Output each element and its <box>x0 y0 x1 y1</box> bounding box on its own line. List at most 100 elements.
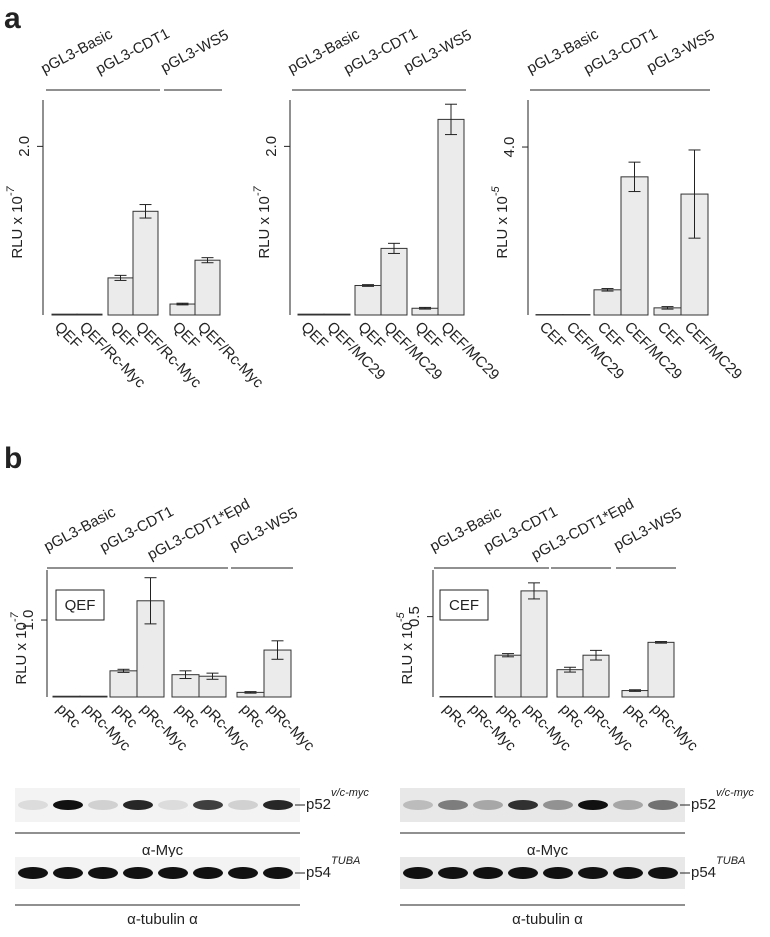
bar <box>76 313 103 316</box>
y-tick-label: 1.0 <box>20 610 37 631</box>
bar <box>582 654 610 698</box>
band-label: p54TUBA <box>691 855 745 881</box>
bar <box>323 313 351 316</box>
x-tick-label: CEF <box>536 319 569 352</box>
y-axis-label-base: RLU x 10 <box>13 622 30 685</box>
x-tick-label: pRc <box>556 701 587 732</box>
blot-band <box>578 867 608 879</box>
x-tick-label: QEF/Rc-Myc <box>194 319 267 392</box>
blot-band <box>403 800 433 810</box>
blot-band <box>123 800 153 810</box>
antibody-label: α-tubulin α <box>512 911 583 928</box>
band-superscript: v/c-myc <box>331 787 369 799</box>
x-tick-label: pRc <box>237 701 268 732</box>
panel-label: a <box>4 2 21 35</box>
band-superscript: TUBA <box>716 855 745 867</box>
bar <box>380 247 408 316</box>
y-tick-label: 0.5 <box>406 606 423 627</box>
inset-label: QEF <box>65 597 96 614</box>
blot-band <box>473 800 503 810</box>
band-name: p52 <box>691 796 716 813</box>
blot-band <box>473 867 503 879</box>
band-superscript: v/c-myc <box>716 787 754 799</box>
bar <box>556 669 584 698</box>
x-tick-label: pRc-Myc <box>647 701 701 755</box>
bar <box>79 695 108 698</box>
bar <box>169 303 196 316</box>
bar <box>620 176 649 316</box>
bar <box>132 210 159 316</box>
blot-band <box>53 800 83 810</box>
bar <box>297 313 325 316</box>
blot-band <box>53 867 83 879</box>
blot-band <box>263 800 293 810</box>
inset-label: CEF <box>449 597 479 614</box>
y-axis-label-base: RLU x 10 <box>494 196 511 259</box>
blot-band <box>88 867 118 879</box>
bar <box>263 649 292 698</box>
bar <box>109 670 138 698</box>
band-name: p54 <box>306 864 331 881</box>
x-tick-label: pRc-Myc <box>264 701 318 755</box>
antibody-label: α-Myc <box>142 842 184 859</box>
bar <box>494 654 522 698</box>
x-tick-label: QEF/MC29 <box>437 319 502 384</box>
band-label: p54TUBA <box>306 855 360 881</box>
y-axis-label-exponent: -7 <box>5 185 17 196</box>
band-name: p52 <box>306 796 331 813</box>
bar <box>51 313 78 316</box>
blot-band <box>263 867 293 879</box>
bar <box>520 590 548 698</box>
x-tick-label: pRc <box>53 701 84 732</box>
x-tick-label: CEF/MC29 <box>681 319 745 383</box>
bar <box>107 277 134 316</box>
y-axis-label: RLU x 10-7 <box>252 185 273 258</box>
blot-band <box>648 867 678 879</box>
y-axis-label-base: RLU x 10 <box>256 196 273 259</box>
inset-box <box>55 589 105 621</box>
blot-band <box>613 867 643 879</box>
blot-band <box>578 800 608 810</box>
y-tick-label: 4.0 <box>501 137 518 158</box>
blot-band <box>508 800 538 810</box>
blot-band <box>18 867 48 879</box>
y-axis-label: RLU x 10-7 <box>9 611 30 684</box>
blot-band <box>228 800 258 810</box>
bar <box>194 259 221 316</box>
blot-band <box>438 800 468 810</box>
band-label: p52v/c-myc <box>306 787 369 813</box>
band-label: p52v/c-myc <box>691 787 754 813</box>
y-axis-label-exponent: -5 <box>490 185 502 196</box>
blot-band <box>123 867 153 879</box>
blot-band <box>508 867 538 879</box>
panel-label: b <box>4 442 22 475</box>
blot-band <box>158 867 188 879</box>
y-axis-label-exponent: -7 <box>252 185 264 196</box>
blot-band <box>228 867 258 879</box>
blot-band <box>88 800 118 810</box>
blot-band <box>613 800 643 810</box>
blot-band <box>403 867 433 879</box>
blot-band <box>543 867 573 879</box>
bar <box>52 695 81 698</box>
band-name: p54 <box>691 864 716 881</box>
x-tick-label: QEF <box>51 319 85 353</box>
antibody-label: α-tubulin α <box>127 911 198 928</box>
bar <box>437 118 465 316</box>
band-superscript: TUBA <box>331 855 360 867</box>
bar <box>593 289 622 316</box>
y-axis-label-exponent: -7 <box>9 611 21 622</box>
blot-band <box>438 867 468 879</box>
y-axis-label-base: RLU x 10 <box>9 196 26 259</box>
blot-band <box>18 800 48 810</box>
y-axis-label: RLU x 10-5 <box>395 611 416 684</box>
inset-box <box>439 589 489 621</box>
x-tick-label: pRc <box>439 701 470 732</box>
bar <box>647 641 675 698</box>
y-axis-label-exponent: -5 <box>395 611 407 622</box>
y-axis-label: RLU x 10-5 <box>490 185 511 258</box>
blot-band <box>648 800 678 810</box>
blot-band <box>543 800 573 810</box>
blot-band <box>158 800 188 810</box>
